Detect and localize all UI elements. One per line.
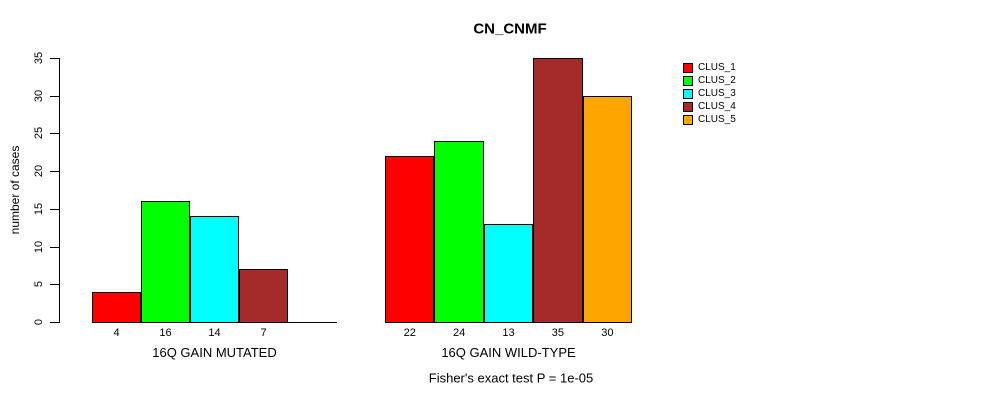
bar-value-label: 24 bbox=[452, 327, 466, 339]
y-tick-label: 10 bbox=[33, 240, 45, 253]
y-axis-tick bbox=[50, 284, 59, 286]
bar-slot bbox=[190, 58, 239, 322]
y-axis-label: number of cases bbox=[8, 145, 22, 235]
bar-value-label bbox=[288, 327, 337, 339]
y-axis-tick bbox=[50, 246, 59, 248]
legend-swatch bbox=[683, 62, 693, 73]
legend-swatch bbox=[683, 88, 693, 99]
bar-group-mutated bbox=[92, 58, 337, 323]
footer-annotation: Fisher's exact test P = 1e-05 bbox=[428, 370, 594, 386]
legend-label: CLUS_5 bbox=[698, 114, 736, 125]
bar-value-label: 16 bbox=[159, 327, 172, 339]
bar-slot bbox=[92, 58, 141, 322]
y-tick-label: 35 bbox=[33, 51, 45, 65]
y-axis-tick bbox=[50, 322, 59, 323]
bar-clus_2 bbox=[434, 140, 484, 322]
bar-group-wildtype bbox=[385, 58, 633, 323]
bar-clus_5 bbox=[582, 95, 633, 322]
y-axis-tick bbox=[50, 133, 59, 135]
legend-label: CLUS_2 bbox=[698, 75, 736, 86]
bar-slot bbox=[141, 58, 190, 322]
bar-slot bbox=[483, 58, 534, 322]
y-axis-tick bbox=[50, 208, 59, 210]
bar-clus_4 bbox=[533, 58, 583, 322]
value-labels-wildtype: 22 24 13 35 30 bbox=[385, 327, 632, 339]
group-label-wildtype: 16Q GAIN WILD-TYPE bbox=[441, 345, 576, 360]
chart-title: CN_CNMF bbox=[473, 20, 547, 38]
bar-value-label: 22 bbox=[403, 327, 416, 339]
bar-slot bbox=[582, 58, 633, 322]
value-labels-mutated: 4 16 14 7 bbox=[92, 327, 337, 339]
legend-label: CLUS_1 bbox=[698, 62, 736, 73]
y-axis bbox=[59, 58, 60, 323]
legend-item: CLUS_5 bbox=[683, 114, 736, 125]
bar-value-label: 30 bbox=[601, 327, 614, 339]
bar-clus_3 bbox=[190, 216, 239, 322]
bar-clus_4 bbox=[239, 269, 288, 322]
bar-value-label: 13 bbox=[502, 327, 515, 339]
y-tick-label: 15 bbox=[33, 202, 45, 215]
bar-slot bbox=[434, 58, 484, 322]
y-axis-tick bbox=[50, 171, 59, 173]
bar-clus_2 bbox=[141, 201, 190, 322]
y-tick-label: 25 bbox=[33, 127, 45, 140]
y-axis-tick bbox=[50, 95, 59, 97]
group-label-mutated: 16Q GAIN MUTATED bbox=[152, 345, 277, 360]
bar-slot bbox=[533, 58, 583, 322]
legend-item: CLUS_3 bbox=[683, 88, 736, 99]
bar-clus_1 bbox=[385, 156, 435, 322]
legend-item: CLUS_4 bbox=[683, 101, 736, 112]
legend-item: CLUS_1 bbox=[683, 62, 736, 73]
legend-swatch bbox=[683, 114, 693, 125]
y-axis-tick bbox=[50, 58, 59, 59]
legend-item: CLUS_2 bbox=[683, 75, 736, 86]
bar-slot bbox=[239, 58, 288, 322]
y-tick-label: 30 bbox=[33, 89, 45, 102]
bar-slot bbox=[385, 58, 435, 322]
bar-value-label: 7 bbox=[260, 327, 267, 339]
bar-value-label: 4 bbox=[113, 327, 120, 339]
bar-slot bbox=[288, 58, 337, 322]
legend: CLUS_1 CLUS_2 CLUS_3 CLUS_4 CLUS_5 bbox=[683, 62, 736, 125]
bar-value-label: 35 bbox=[551, 327, 565, 339]
legend-swatch bbox=[683, 75, 693, 86]
y-tick-label: 0 bbox=[33, 318, 45, 326]
y-tick-label: 5 bbox=[33, 281, 45, 288]
legend-label: CLUS_4 bbox=[698, 101, 736, 112]
legend-swatch bbox=[683, 101, 693, 112]
bar-value-label: 14 bbox=[208, 327, 221, 339]
legend-label: CLUS_3 bbox=[698, 88, 736, 99]
bar-clus_3 bbox=[483, 223, 534, 322]
bar-clus_1 bbox=[92, 291, 141, 322]
y-tick-label: 20 bbox=[33, 165, 45, 178]
